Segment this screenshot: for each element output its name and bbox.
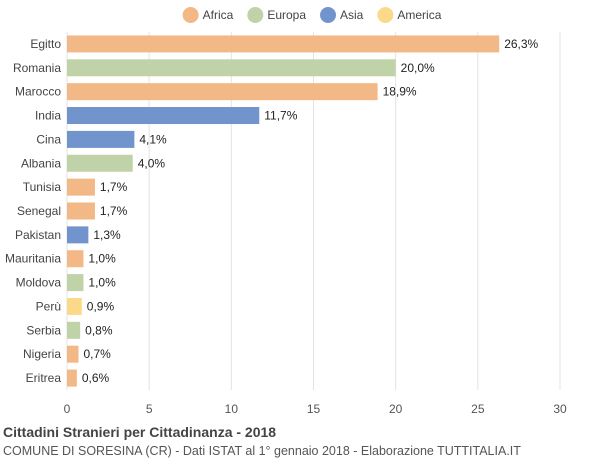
category-label-marocco: Marocco [15, 85, 61, 99]
category-label-romania: Romania [13, 61, 61, 75]
value-label-marocco: 18,9% [383, 85, 417, 99]
bar-marocco [67, 83, 378, 101]
bar-eritrea [67, 369, 77, 387]
value-label-pakistan: 1,3% [93, 228, 121, 242]
legend-swatch-africa [182, 7, 199, 23]
x-tick-label-0: 0 [64, 402, 71, 416]
category-label-pakistan: Pakistan [15, 228, 61, 242]
x-axis-ticks: 0 5 10 15 20 25 30 [64, 402, 567, 416]
chart-subtitle: COMUNE DI SORESINA (CR) - Dati ISTAT al … [3, 444, 521, 458]
legend-label-america: America [397, 8, 441, 22]
category-label-senegal: Senegal [17, 204, 61, 218]
bar-serbia [67, 321, 81, 339]
category-label-peru: Perù [36, 299, 61, 313]
bar-mauritania [67, 250, 84, 268]
value-labels: 26,3% 20,0% 18,9% 11,7% 4,1% 4,0% 1,7% 1,7% 1,3%… [82, 37, 539, 385]
chart-bars [67, 35, 500, 387]
value-label-serbia: 0,8% [85, 323, 113, 337]
value-label-senegal: 1,7% [100, 204, 128, 218]
value-label-moldova: 1,0% [88, 276, 116, 290]
bar-cina [67, 130, 135, 148]
category-label-moldova: Moldova [16, 276, 62, 290]
x-tick-label-30: 30 [553, 402, 567, 416]
bar-pakistan [67, 226, 89, 244]
bar-egitto [67, 35, 500, 53]
bar-peru [67, 297, 82, 315]
x-tick-label-15: 15 [307, 402, 321, 416]
value-label-india: 11,7% [264, 109, 297, 123]
bar-tunisia [67, 178, 95, 196]
legend-swatch-europa [247, 7, 264, 23]
bar-india [67, 107, 260, 125]
legend-label-europa: Europa [267, 8, 306, 22]
value-label-peru: 0,9% [87, 299, 115, 313]
bar-moldova [67, 274, 84, 292]
value-label-egitto: 26,3% [504, 37, 538, 51]
value-label-nigeria: 0,7% [84, 347, 112, 361]
value-label-mauritania: 1,0% [88, 252, 116, 266]
value-label-cina: 4,1% [139, 132, 167, 146]
value-label-romania: 20,0% [401, 61, 435, 75]
legend-label-africa: Africa [203, 8, 234, 22]
x-tick-label-25: 25 [471, 402, 485, 416]
category-label-albania: Albania [21, 156, 61, 170]
value-label-albania: 4,0% [138, 156, 166, 170]
category-label-india: India [35, 109, 61, 123]
bar-albania [67, 154, 133, 172]
legend-item-america: America [377, 7, 442, 23]
bar-nigeria [67, 345, 79, 363]
x-tick-label-20: 20 [389, 402, 403, 416]
category-label-eritrea: Eritrea [26, 371, 62, 385]
chart-title: Cittadini Stranieri per Cittadinanza - 2… [3, 424, 277, 440]
legend-swatch-america [377, 7, 394, 23]
value-label-eritrea: 0,6% [82, 371, 110, 385]
legend-item-europa: Europa [247, 7, 306, 23]
x-tick-label-5: 5 [146, 402, 153, 416]
category-label-cina: Cina [36, 132, 61, 146]
category-label-nigeria: Nigeria [23, 347, 61, 361]
value-label-tunisia: 1,7% [100, 180, 128, 194]
x-tick-label-10: 10 [225, 402, 239, 416]
category-labels: Egitto Romania Marocco India Cina Albania Tuni… [5, 37, 61, 385]
bar-romania [67, 59, 396, 77]
bar-senegal [67, 202, 95, 220]
category-label-mauritania: Mauritania [5, 252, 61, 266]
legend-label-asia: Asia [340, 8, 364, 22]
legend-item-africa: Africa [182, 7, 234, 23]
chart-legend: Africa Europa Asia America [182, 7, 442, 23]
category-label-egitto: Egitto [30, 37, 61, 51]
legend-swatch-asia [320, 7, 337, 23]
category-label-tunisia: Tunisia [23, 180, 62, 194]
category-label-serbia: Serbia [26, 323, 61, 337]
legend-item-asia: Asia [320, 7, 364, 23]
